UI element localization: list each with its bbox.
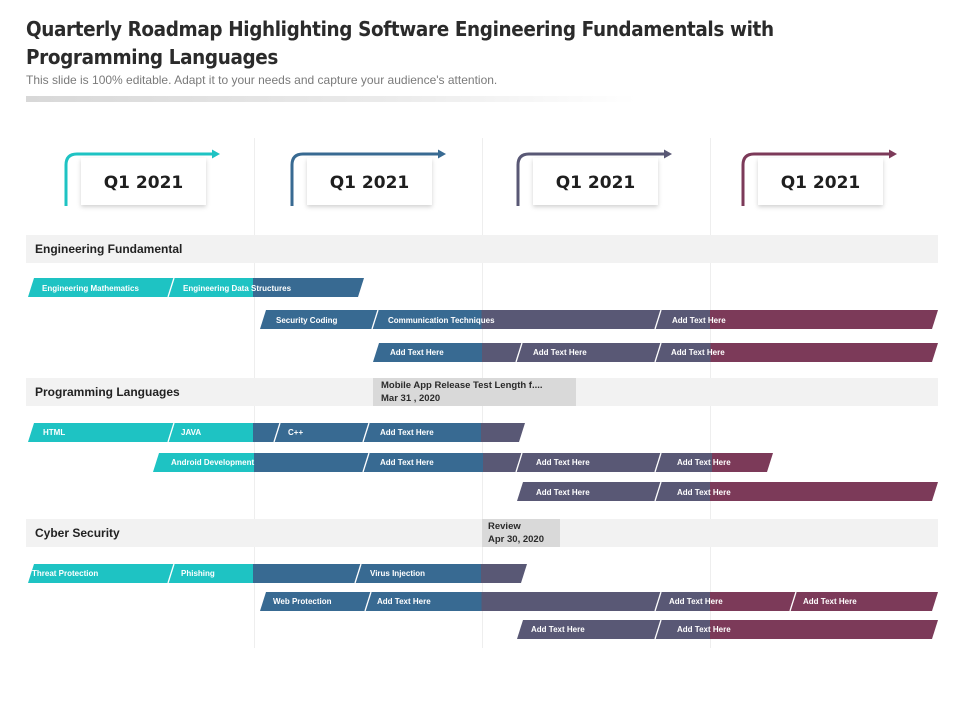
page-subtitle: This slide is 100% editable. Adapt it to… bbox=[26, 73, 498, 87]
quarter-2-card bbox=[307, 158, 432, 205]
quarter-2-arrow-connector bbox=[290, 152, 440, 206]
milestone-note-1 bbox=[373, 378, 576, 406]
gantt-bar-cs-row3 bbox=[517, 620, 938, 639]
section-header-bg bbox=[26, 235, 938, 263]
gantt-bar-pl-row3 bbox=[517, 482, 938, 501]
title-divider bbox=[26, 96, 636, 102]
gantt-bar-pl-row2 bbox=[153, 453, 773, 472]
bar-label: Engineering Data Structures bbox=[183, 284, 292, 293]
bar-label: JAVA bbox=[181, 428, 201, 437]
quarter-4-label: Q1 2021 bbox=[781, 173, 861, 193]
bar-label: Add Text Here bbox=[533, 348, 587, 357]
quarter-1-arrow-head bbox=[212, 149, 220, 159]
quarter-4-arrow-connector bbox=[741, 152, 891, 206]
section-label-programming: Programming Languages bbox=[35, 385, 180, 399]
quarter-2-label: Q1 2021 bbox=[330, 173, 410, 193]
gantt-bar-cs-row1 bbox=[28, 564, 527, 583]
bar-separators bbox=[654, 481, 662, 502]
bar-label: Add Text Here bbox=[536, 458, 590, 467]
bar-label: Add Text Here bbox=[669, 597, 723, 606]
bar-separators bbox=[167, 563, 362, 584]
milestone-2-title: Review bbox=[488, 521, 521, 532]
bar-label: Add Text Here bbox=[377, 597, 431, 606]
quarter-header-4: Q1 2021 bbox=[741, 149, 897, 206]
bar-separators bbox=[515, 342, 662, 363]
bar-label: Add Text Here bbox=[531, 625, 585, 634]
bar-label: Add Text Here bbox=[380, 458, 434, 467]
quarter-2-arrow-head bbox=[438, 149, 446, 159]
quarter-4-arrow-head bbox=[889, 149, 897, 159]
gantt-bar-ef-row2 bbox=[260, 310, 938, 329]
bar-label: Threat Protection bbox=[32, 569, 98, 578]
bar-label: Add Text Here bbox=[380, 428, 434, 437]
bar-label: Add Text Here bbox=[803, 597, 857, 606]
bar-label: Virus Injection bbox=[370, 569, 425, 578]
quarter-header-3: Q1 2021 bbox=[516, 149, 672, 206]
gantt-bar-cs-row2 bbox=[260, 592, 938, 611]
quarter-1-label: Q1 2021 bbox=[104, 173, 184, 193]
quarter-1-arrow-connector bbox=[64, 152, 214, 206]
quarter-3-label: Q1 2021 bbox=[556, 173, 636, 193]
quarter-header-1: Q1 2021 bbox=[64, 149, 220, 206]
bar-separators bbox=[654, 619, 662, 640]
bar-label: Add Text Here bbox=[677, 625, 731, 634]
quarter-3-card bbox=[533, 158, 658, 205]
quarter-1-card bbox=[81, 158, 206, 205]
milestone-2-date: Apr 30, 2020 bbox=[488, 534, 544, 545]
bar-label: Add Text Here bbox=[671, 348, 725, 357]
bar-label: Add Text Here bbox=[536, 488, 590, 497]
bar-label: Web Protection bbox=[273, 597, 332, 606]
bar-label: Add Text Here bbox=[672, 316, 726, 325]
quarter-header-2: Q1 2021 bbox=[290, 149, 446, 206]
bar-separators bbox=[167, 422, 370, 443]
bar-separators bbox=[371, 309, 662, 330]
bar-label: Add Text Here bbox=[677, 458, 731, 467]
bar-label: Add Text Here bbox=[390, 348, 444, 357]
bar-separators bbox=[167, 277, 175, 298]
bar-separators bbox=[364, 591, 797, 612]
bar-label: C++ bbox=[288, 428, 303, 437]
gantt-bar-ef-row3 bbox=[373, 343, 938, 362]
bar-separators bbox=[362, 452, 662, 473]
bar-label: Security Coding bbox=[276, 316, 337, 325]
milestone-note-2 bbox=[482, 519, 560, 547]
section-label-engineering: Engineering Fundamental bbox=[35, 242, 182, 256]
section-label-cyber: Cyber Security bbox=[35, 526, 120, 540]
milestone-1-date: Mar 31 , 2020 bbox=[381, 393, 440, 404]
page-title: Quarterly Roadmap Highlighting Software … bbox=[26, 17, 774, 69]
quarter-3-arrow-head bbox=[664, 149, 672, 159]
bar-label: Android Development bbox=[171, 458, 254, 467]
bar-label: Phishing bbox=[181, 569, 215, 578]
bar-label: Add Text Here bbox=[677, 488, 731, 497]
gantt-bar-ef-row1 bbox=[28, 278, 364, 297]
bar-label: Communication Techniques bbox=[388, 316, 495, 325]
quarter-4-card bbox=[758, 158, 883, 205]
bar-label: Engineering Mathematics bbox=[42, 284, 139, 293]
bar-label: HTML bbox=[43, 428, 65, 437]
quarter-3-arrow-connector bbox=[516, 152, 666, 206]
milestone-1-title: Mobile App Release Test Length f.... bbox=[381, 380, 543, 391]
